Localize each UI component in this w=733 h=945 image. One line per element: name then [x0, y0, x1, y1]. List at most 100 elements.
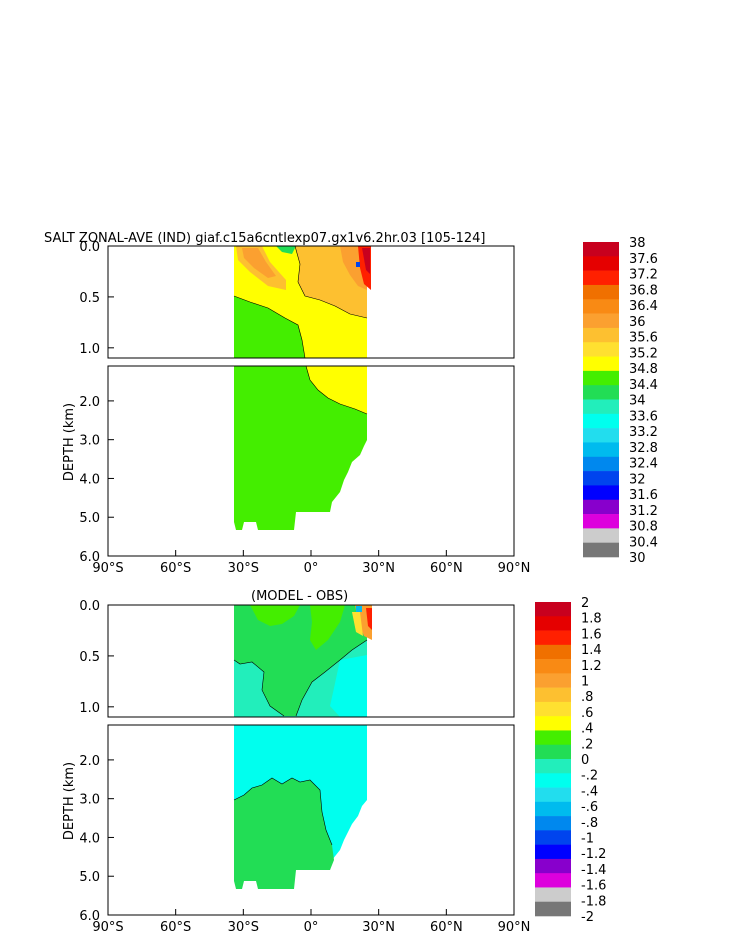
diff-y-ticks: 0.0 0.5 1.0 2.0 3.0 4.0 5.0 6.0	[79, 599, 114, 924]
diff-upper-cyan-right	[330, 655, 367, 717]
colorbar-swatch	[583, 471, 619, 486]
panel-title: SALT ZONAL-AVE (IND) giaf.c15a6cntlexp07…	[44, 231, 485, 246]
diff-colorbar: 21.81.61.41.21.8.6.4.20-.2-.4-.6-.8-1-1.…	[535, 596, 606, 925]
diff-upper-green	[234, 605, 367, 716]
y-tick-label: 1.0	[79, 342, 100, 357]
colorbar-label: 31.6	[629, 488, 658, 503]
y-tick-label: 5.0	[79, 870, 100, 885]
x-tick-label: 30°S	[228, 920, 259, 935]
diff-x-ticks: 90°S 60°S 30°S 0° 30°N 60°N 90°N	[92, 909, 530, 935]
salt-panel: SALT ZONAL-AVE (IND) giaf.c15a6cntlexp07…	[44, 231, 658, 576]
colorbar-swatch	[583, 299, 619, 314]
colorbar-label: 38	[629, 236, 646, 251]
colorbar-swatch	[535, 659, 571, 674]
colorbar-swatch	[583, 284, 619, 300]
colorbar-label: -1.4	[581, 863, 606, 878]
panel-title: (MODEL - OBS)	[251, 589, 348, 604]
colorbar-label: 1	[581, 675, 589, 690]
x-tick-label: 90°S	[92, 920, 123, 935]
y-tick-label: 3.0	[79, 434, 100, 449]
colorbar-swatch	[535, 644, 571, 660]
salt-upper-contour-2	[294, 245, 368, 319]
colorbar-label: 35.2	[629, 346, 658, 361]
colorbar-label: -.6	[581, 800, 598, 815]
colorbar-swatch	[583, 242, 619, 257]
colorbar-label: .6	[581, 706, 593, 721]
diff-upper-yellow	[352, 612, 363, 636]
colorbar-label: 32.4	[629, 457, 658, 472]
x-tick-label: 60°N	[430, 920, 463, 935]
diff-upper-blue-tip	[356, 606, 362, 612]
x-tick-label: 90°N	[498, 920, 531, 935]
colorbar-label: 36	[629, 315, 646, 330]
salt-lower-contour	[305, 365, 368, 415]
colorbar-label: 1.6	[581, 627, 602, 642]
colorbar-label: 30	[629, 551, 646, 566]
colorbar-swatch	[583, 399, 619, 415]
colorbar-swatch	[535, 858, 571, 874]
colorbar-label: 2	[581, 596, 589, 611]
colorbar-swatch	[535, 816, 571, 831]
y-tick-label: 0.5	[79, 291, 100, 306]
salt-upper-fill	[233, 245, 371, 359]
colorbar-swatch	[583, 514, 619, 529]
colorbar-label: 34.8	[629, 362, 658, 377]
colorbar-label: -1.6	[581, 879, 606, 894]
colorbar-swatch	[583, 313, 619, 329]
colorbar-swatch	[583, 528, 619, 543]
colorbar-swatch	[535, 630, 571, 646]
salt-lower-fill	[234, 365, 368, 530]
y-tick-label: 0.0	[79, 599, 100, 614]
colorbar-label: -.4	[581, 784, 598, 799]
colorbar-label: -1	[581, 832, 594, 847]
colorbar-label: .4	[581, 722, 593, 737]
y-tick-label: 0.5	[79, 650, 100, 665]
colorbar-swatch	[583, 428, 619, 443]
salt-lower-green	[234, 366, 367, 530]
colorbar-label: 0	[581, 753, 589, 768]
x-tick-label: 60°S	[160, 561, 191, 576]
colorbar-swatch	[535, 602, 571, 617]
colorbar-swatch	[535, 673, 571, 688]
diff-upper-light-green	[250, 605, 300, 626]
colorbar-label: -1.2	[581, 847, 606, 862]
diff-upper-frame	[107, 604, 515, 718]
colorbar-label: .2	[581, 737, 593, 752]
salt-upper-blue-tip	[356, 262, 360, 267]
salt-y-ticks: 0.0 0.5 1.0 2.0 3.0 4.0 5.0 6.0	[79, 240, 114, 565]
x-tick-label: 90°N	[498, 561, 531, 576]
colorbar-swatch	[535, 787, 571, 803]
diff-upper-light-green-2	[310, 605, 345, 650]
y-tick-label: 4.0	[79, 472, 100, 487]
colorbar-swatch	[583, 370, 619, 386]
diff-lower-green	[234, 778, 334, 889]
y-tick-label: 6.0	[79, 909, 100, 924]
salt-upper-green-patch	[276, 246, 296, 254]
colorbar-swatch	[535, 759, 571, 774]
colorbar-swatch	[583, 485, 619, 501]
x-tick-label: 30°N	[362, 920, 395, 935]
x-tick-label: 90°S	[92, 561, 123, 576]
x-tick-label: 60°S	[160, 920, 191, 935]
colorbar-swatch	[583, 456, 619, 472]
colorbar-swatch	[583, 270, 619, 286]
diff-lower-contour	[233, 777, 333, 846]
x-tick-label: 30°N	[362, 561, 395, 576]
colorbar-label: -.8	[581, 816, 598, 831]
y-axis-label: DEPTH (km)	[62, 403, 77, 481]
colorbar-label: 32.8	[629, 441, 658, 456]
colorbar-label: 36.4	[629, 299, 658, 314]
colorbar-label: -.2	[581, 769, 598, 784]
colorbar-label: 30.4	[629, 535, 658, 550]
colorbar-label: 1.4	[581, 643, 602, 658]
y-tick-label: 2.0	[79, 395, 100, 410]
colorbar-swatch	[535, 801, 571, 817]
salt-upper-darkred	[362, 248, 370, 274]
colorbar-swatch	[535, 773, 571, 788]
colorbar-label: -2	[581, 910, 594, 925]
x-tick-label: 30°S	[228, 561, 259, 576]
colorbar-swatch	[535, 616, 571, 631]
y-tick-label: 2.0	[79, 754, 100, 769]
colorbar-label: 32	[629, 472, 646, 487]
